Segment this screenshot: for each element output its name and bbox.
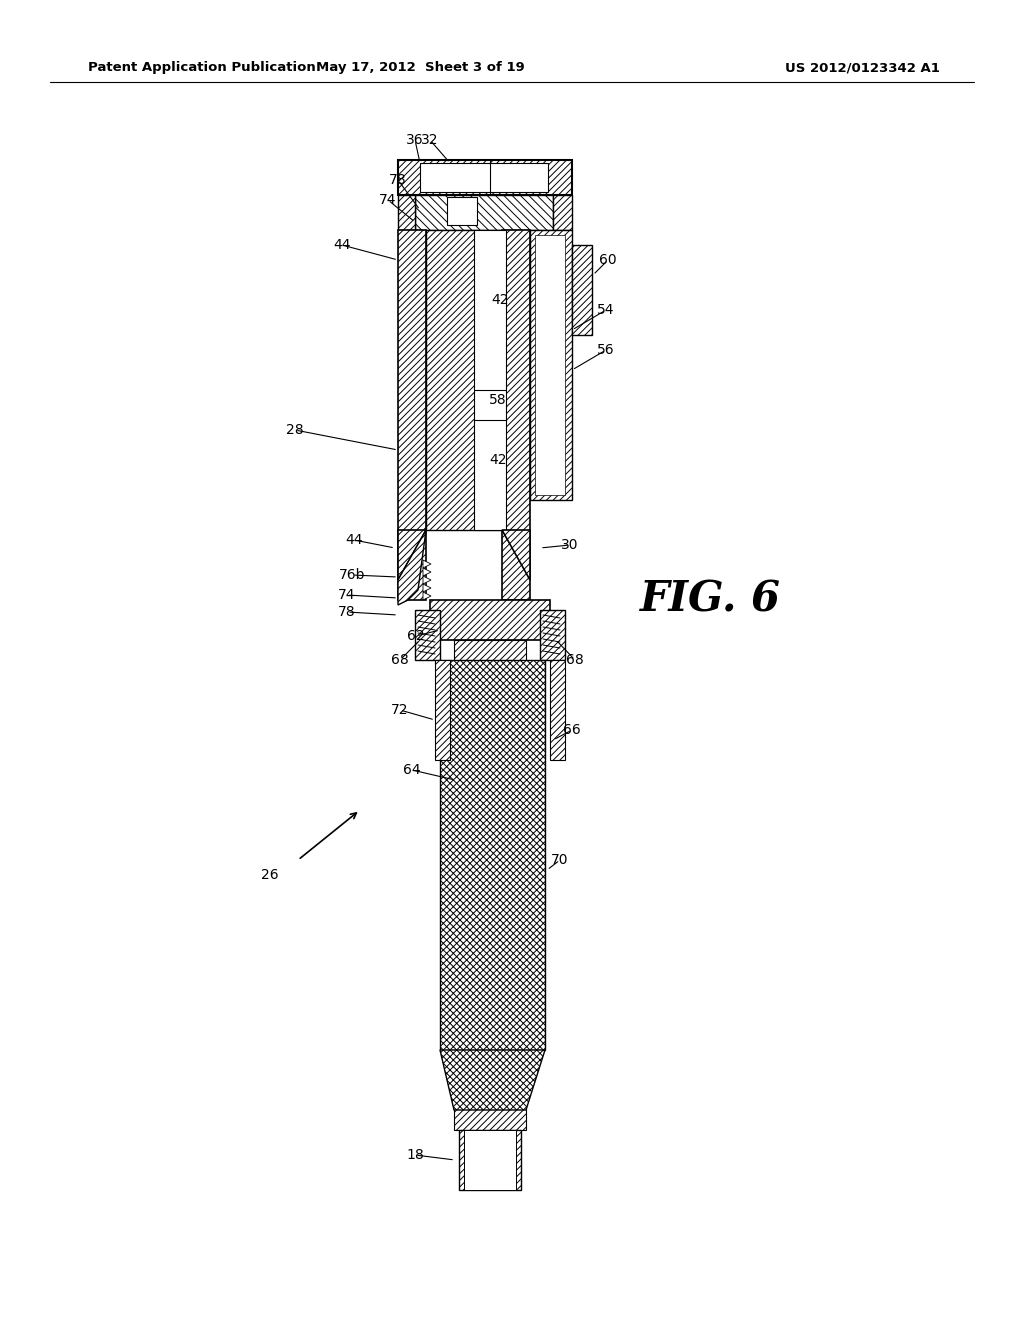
Polygon shape (398, 531, 426, 605)
Polygon shape (502, 531, 530, 579)
Bar (454, 640, 526, 1130)
Bar (435, 660, 450, 760)
Bar (440, 660, 545, 1049)
Polygon shape (440, 1049, 545, 1110)
Bar (426, 230, 502, 531)
Text: Patent Application Publication: Patent Application Publication (88, 62, 315, 74)
Bar (454, 640, 526, 1130)
Bar (398, 160, 572, 195)
Bar (398, 230, 426, 601)
Polygon shape (423, 591, 431, 601)
Text: FIG. 6: FIG. 6 (640, 579, 781, 620)
Polygon shape (423, 576, 431, 583)
Bar (530, 230, 572, 500)
Bar (572, 246, 592, 335)
Bar (430, 601, 550, 640)
Text: 58: 58 (489, 393, 507, 407)
Bar (415, 610, 440, 660)
Polygon shape (423, 583, 431, 591)
Text: 32: 32 (421, 133, 438, 147)
Text: 64: 64 (403, 763, 421, 777)
Bar (415, 610, 440, 660)
Text: 54: 54 (597, 304, 614, 317)
Text: 78: 78 (389, 173, 407, 187)
Text: 42: 42 (492, 293, 509, 308)
Bar (435, 660, 450, 760)
Text: 76b: 76b (339, 568, 366, 582)
Bar (420, 162, 548, 191)
Bar (430, 601, 550, 640)
Bar (459, 1130, 521, 1191)
Bar (502, 230, 530, 601)
Polygon shape (398, 531, 426, 579)
Bar (530, 230, 572, 500)
Text: 66: 66 (563, 723, 581, 737)
Text: 78: 78 (338, 605, 355, 619)
Text: 68: 68 (391, 653, 409, 667)
Bar (540, 610, 565, 660)
Bar (464, 1130, 516, 1191)
Bar (426, 230, 502, 531)
Bar (535, 235, 565, 495)
Text: 60: 60 (599, 253, 616, 267)
Text: 42: 42 (489, 453, 507, 467)
Bar (572, 246, 592, 335)
Text: US 2012/0123342 A1: US 2012/0123342 A1 (785, 62, 940, 74)
Text: May 17, 2012  Sheet 3 of 19: May 17, 2012 Sheet 3 of 19 (315, 62, 524, 74)
Bar (398, 160, 572, 195)
Bar (415, 195, 553, 230)
Text: 74: 74 (379, 193, 396, 207)
Text: 74: 74 (338, 587, 355, 602)
Polygon shape (423, 568, 431, 576)
Text: 28: 28 (286, 422, 304, 437)
Text: 18: 18 (407, 1148, 424, 1162)
Polygon shape (553, 195, 572, 230)
Bar (474, 230, 506, 531)
Bar (502, 230, 530, 601)
Bar (447, 197, 477, 224)
Text: 56: 56 (597, 343, 614, 356)
Bar (398, 230, 426, 601)
Polygon shape (398, 195, 415, 230)
Bar (440, 660, 545, 1049)
Bar (550, 660, 565, 760)
Text: 44: 44 (345, 533, 362, 546)
Polygon shape (423, 560, 431, 568)
Bar (464, 640, 516, 1130)
Text: 68: 68 (566, 653, 584, 667)
Bar (415, 195, 553, 230)
Text: 30: 30 (561, 539, 579, 552)
Text: 62: 62 (408, 630, 425, 643)
Bar (550, 660, 565, 760)
Text: 70: 70 (551, 853, 568, 867)
Text: 26: 26 (261, 869, 279, 882)
Bar (540, 610, 565, 660)
Text: 72: 72 (391, 704, 409, 717)
Text: 36: 36 (407, 133, 424, 147)
Text: 44: 44 (333, 238, 351, 252)
Bar (459, 1130, 521, 1191)
